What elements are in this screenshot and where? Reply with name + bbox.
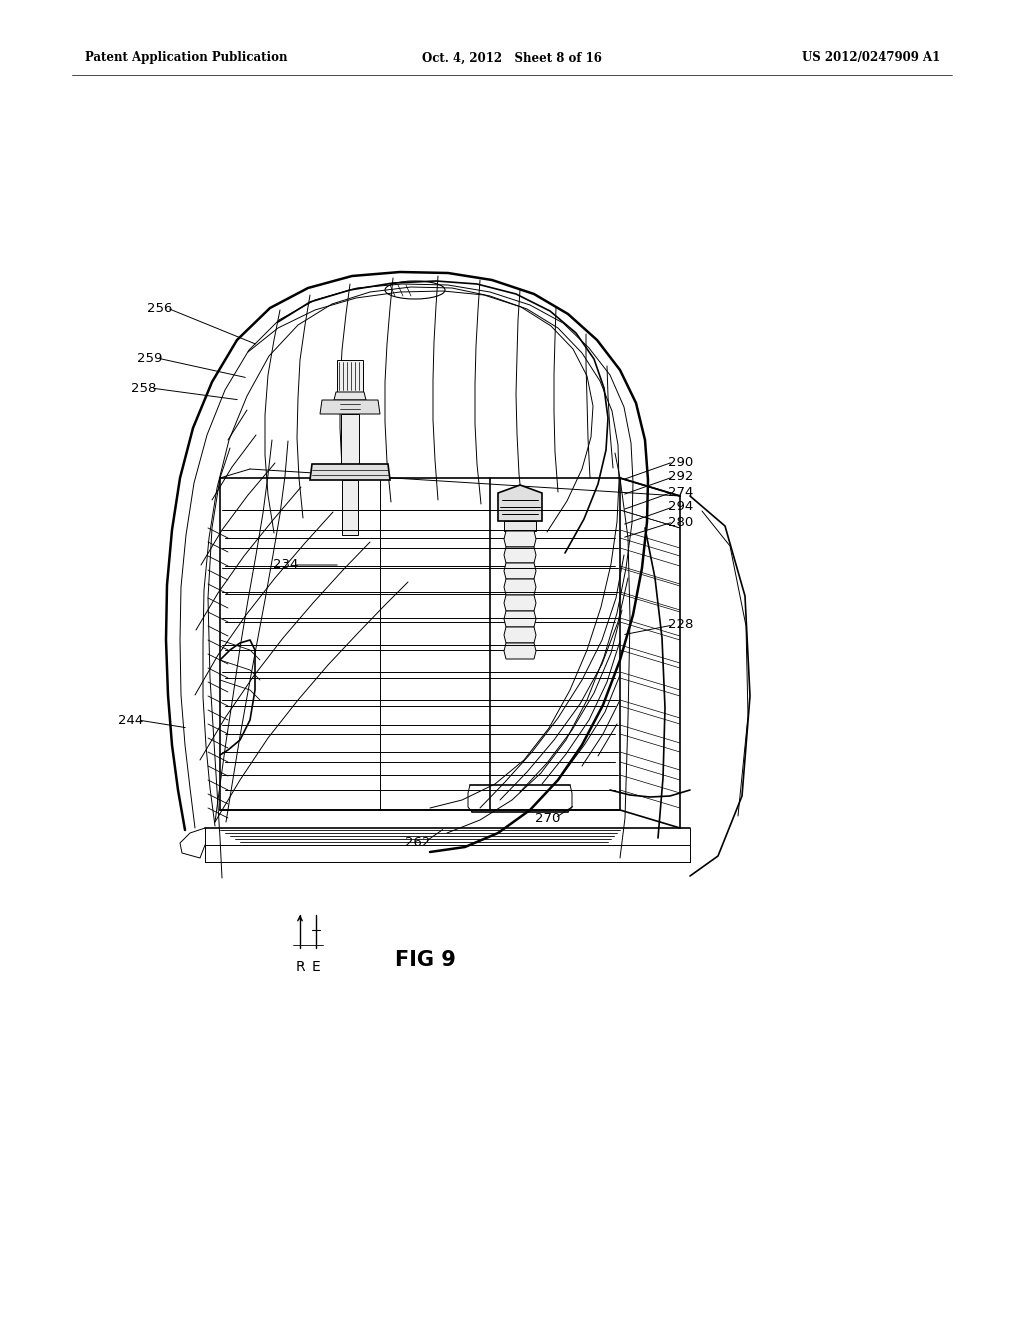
Text: 258: 258 [131, 381, 156, 395]
Text: Oct. 4, 2012   Sheet 8 of 16: Oct. 4, 2012 Sheet 8 of 16 [422, 51, 602, 65]
Text: 259: 259 [136, 351, 162, 364]
Polygon shape [342, 480, 358, 535]
Text: 234: 234 [272, 558, 298, 572]
Polygon shape [319, 400, 380, 414]
Polygon shape [504, 564, 536, 579]
Text: FIG 9: FIG 9 [395, 950, 456, 970]
Text: 228: 228 [668, 619, 693, 631]
Text: E: E [311, 960, 321, 974]
Text: Patent Application Publication: Patent Application Publication [85, 51, 288, 65]
Polygon shape [504, 611, 536, 627]
Polygon shape [504, 627, 536, 643]
Polygon shape [504, 579, 536, 595]
Polygon shape [504, 595, 536, 611]
Polygon shape [334, 392, 366, 400]
Text: US 2012/0247909 A1: US 2012/0247909 A1 [802, 51, 940, 65]
Polygon shape [341, 414, 359, 465]
Text: 280: 280 [668, 516, 693, 528]
Polygon shape [504, 521, 536, 531]
Text: 256: 256 [146, 301, 172, 314]
Polygon shape [498, 484, 542, 521]
Text: 274: 274 [668, 486, 693, 499]
Polygon shape [504, 643, 536, 659]
Polygon shape [310, 465, 390, 480]
Text: 292: 292 [668, 470, 693, 483]
Text: 270: 270 [535, 812, 560, 825]
Text: R: R [295, 960, 305, 974]
Text: 290: 290 [668, 455, 693, 469]
Text: 262: 262 [404, 836, 430, 849]
Polygon shape [504, 531, 536, 546]
Text: 244: 244 [118, 714, 143, 726]
Text: 294: 294 [668, 500, 693, 513]
Polygon shape [504, 546, 536, 564]
Polygon shape [337, 360, 362, 392]
